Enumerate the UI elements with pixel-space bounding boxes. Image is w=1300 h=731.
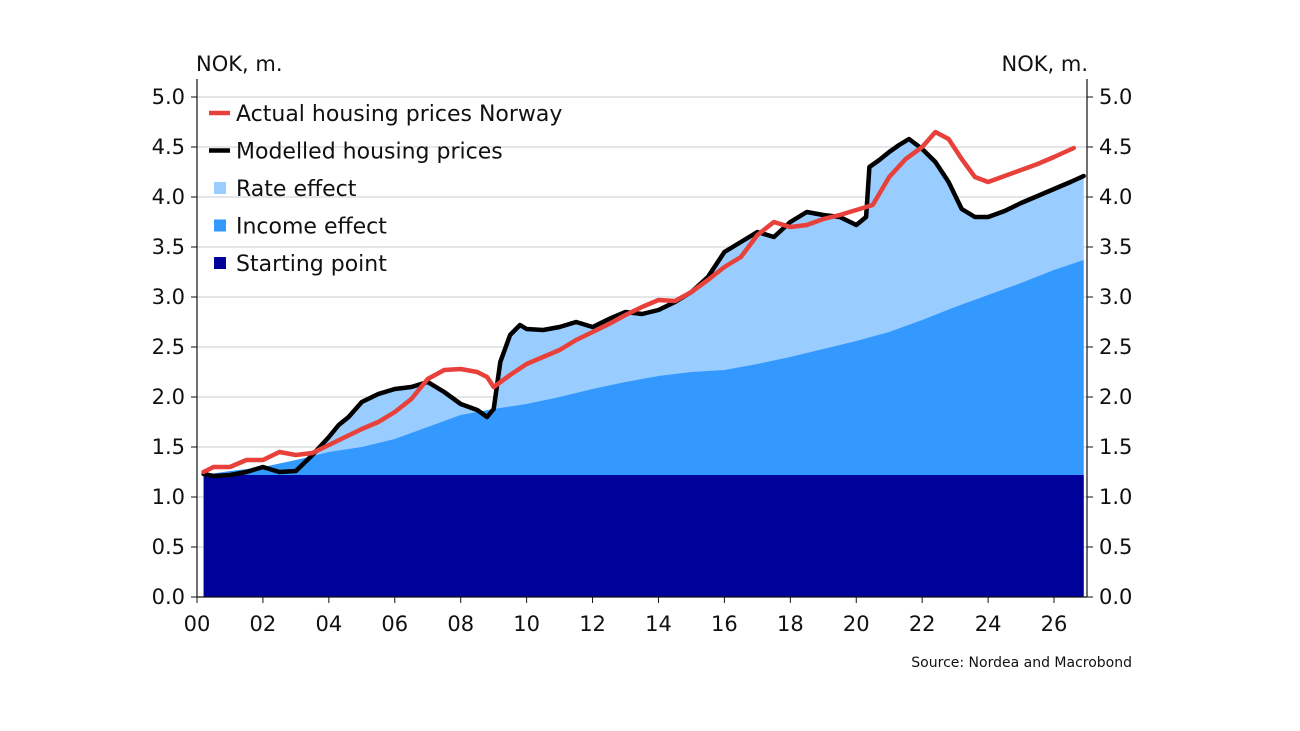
y-tick-label-right: 3.0 (1099, 285, 1132, 309)
legend-label: Modelled housing prices (236, 140, 503, 165)
legend-swatch-square (214, 219, 226, 232)
legend-swatch-square (214, 257, 226, 269)
x-tick-label: 06 (381, 612, 408, 636)
legend-label: Income effect (236, 215, 387, 240)
tick-labels: 0.0 0.0 0.5 0.5 1.0 1.0 1.5 1.5 2.0 2.0 2.5 2.5 3.0 3… (152, 85, 1133, 636)
actual-housing-prices-line (201, 129, 1077, 475)
legend: Actual housing prices Norway Modelled hou… (209, 102, 562, 277)
legend-item: Income effect (214, 215, 387, 240)
axes (191, 79, 1093, 603)
source-note: Source: Nordea and Macrobond (911, 655, 1132, 671)
y-tick-label-left: 2.0 (152, 385, 185, 409)
y-tick-label-left: 2.5 (152, 335, 185, 359)
legend-swatch-square (214, 182, 226, 194)
y-tick-label-left: 3.0 (152, 285, 185, 309)
x-tick-label: 08 (447, 612, 474, 636)
y-tick-label-left: 4.5 (152, 135, 185, 159)
legend-item: Starting point (214, 252, 387, 277)
y-tick-label-right: 0.5 (1099, 535, 1132, 559)
modelled-housing-prices-line (201, 136, 1086, 479)
legend-label: Starting point (236, 252, 387, 277)
x-tick-label: 26 (1041, 612, 1068, 636)
x-tick-label: 20 (843, 612, 870, 636)
x-tick-label: 12 (579, 612, 606, 636)
y-tick-label-right: 1.0 (1099, 485, 1132, 509)
y-tick-label-left: 5.0 (152, 85, 185, 109)
x-tick-label: 24 (975, 612, 1002, 636)
y-tick-label-left: 0.0 (152, 585, 185, 609)
x-tick-label: 22 (909, 612, 936, 636)
y-tick-label-left: 4.0 (152, 185, 185, 209)
right-axis-unit-label: NOK, m. (1002, 52, 1089, 76)
y-tick-label-right: 0.0 (1099, 585, 1132, 609)
legend-label: Rate effect (236, 177, 357, 202)
x-tick-label: 04 (315, 612, 342, 636)
starting-point-area (203, 475, 1084, 597)
y-tick-label-right: 4.5 (1099, 135, 1132, 159)
left-axis-unit-label: NOK, m. (196, 52, 283, 76)
y-tick-label-right: 1.5 (1099, 435, 1132, 459)
y-tick-label-right: 5.0 (1099, 85, 1132, 109)
x-tick-label: 10 (513, 612, 540, 636)
y-tick-label-right: 4.0 (1099, 185, 1132, 209)
x-tick-label: 16 (711, 612, 738, 636)
legend-item: Actual housing prices Norway (209, 102, 562, 127)
y-tick-label-right: 2.5 (1099, 335, 1132, 359)
y-tick-label-right: 3.5 (1099, 235, 1132, 259)
y-tick-label-left: 0.5 (152, 535, 185, 559)
legend-label: Actual housing prices Norway (236, 102, 562, 127)
x-tick-label: 02 (250, 612, 277, 636)
legend-item: Modelled housing prices (209, 140, 503, 165)
x-tick-label: 18 (777, 612, 804, 636)
y-tick-label-left: 3.5 (152, 235, 185, 259)
x-tick-label: 00 (184, 612, 211, 636)
area-layer (203, 139, 1084, 597)
y-tick-label-right: 2.0 (1099, 385, 1132, 409)
y-tick-label-left: 1.0 (152, 485, 185, 509)
legend-item: Rate effect (214, 177, 357, 202)
x-tick-label: 14 (645, 612, 672, 636)
line-layer (201, 129, 1086, 479)
y-tick-label-left: 1.5 (152, 435, 185, 459)
